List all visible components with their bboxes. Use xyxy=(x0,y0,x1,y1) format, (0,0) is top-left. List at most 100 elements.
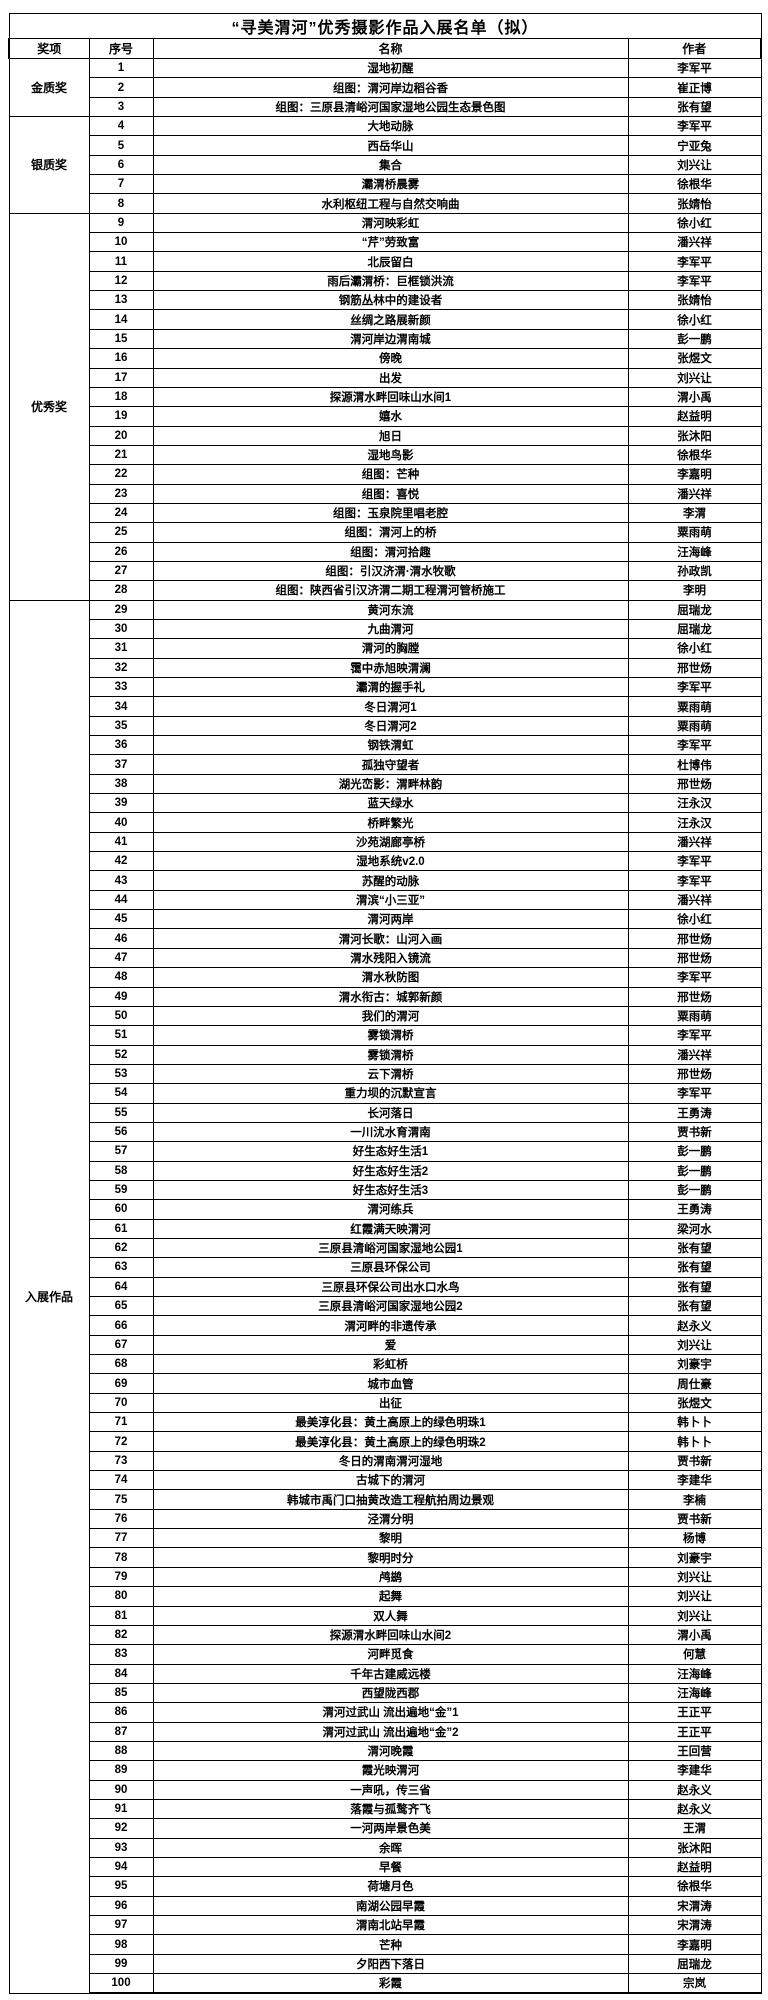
author-name: 李军平 xyxy=(627,116,762,137)
author-name: 孙政凯 xyxy=(627,560,762,582)
table-row: 66 渭河畔的非遗传承 赵永义 xyxy=(9,1315,762,1336)
table-row: 67 爱刘兴让 xyxy=(9,1334,762,1356)
work-title: 韩城市禹门口抽黄改造工程航拍周边景观 xyxy=(152,1489,629,1510)
row-number: 40 xyxy=(88,812,154,833)
work-title: 爱 xyxy=(152,1334,629,1356)
author-name: 王渭 xyxy=(627,1818,762,1839)
table-row: 54 重力坝的沉默宣言 李军平 xyxy=(9,1083,762,1104)
table-row: 31 渭河的胸膛 徐小红 xyxy=(9,638,762,659)
row-number: 50 xyxy=(88,1005,154,1027)
author-name: 粟雨萌 xyxy=(627,522,762,543)
author-name: 渭小禹 xyxy=(627,386,762,408)
award-cell: 金质奖 xyxy=(8,57,90,118)
author-name: 张婧怡 xyxy=(627,193,762,214)
table-row: 入展作品 29 黄河东流 屈瑞龙 xyxy=(8,599,762,1994)
row-number: 31 xyxy=(88,638,154,659)
row-number: 27 xyxy=(88,560,154,582)
table-row: 38 湖光峦影：渭畔林韵 邢世炀 xyxy=(9,773,762,795)
table-row: 63 三原县环保公司 张有望 xyxy=(9,1257,762,1278)
row-number: 28 xyxy=(88,580,154,601)
row-number: 76 xyxy=(88,1508,154,1530)
work-title: 渭河岸边渭南城 xyxy=(152,328,629,350)
work-title: 组图：渭河岸边稻谷香 xyxy=(152,77,629,98)
row-number: 63 xyxy=(88,1257,154,1278)
author-name: 李军平 xyxy=(627,270,762,292)
row-number: 48 xyxy=(88,967,154,988)
column-header-row: 奖项 序号 名称 作者 xyxy=(8,38,763,59)
table-row: 68 彩虹桥 刘豪宇 xyxy=(9,1354,762,1375)
row-number: 67 xyxy=(88,1334,154,1356)
author-name: 邢世炀 xyxy=(627,1063,762,1085)
author-name: 彭一鹏 xyxy=(627,1179,762,1201)
author-name: 杨博 xyxy=(627,1528,762,1549)
work-title: 三原县环保公司出水口水鸟 xyxy=(152,1276,629,1298)
column-header: 名称 xyxy=(152,38,629,59)
row-number: 59 xyxy=(88,1179,154,1201)
work-title: 一声吼，传三省 xyxy=(152,1779,629,1800)
author-name: 潘兴祥 xyxy=(627,1044,762,1065)
row-number: 52 xyxy=(88,1044,154,1065)
table-row: 30 九曲渭河 屈瑞龙 xyxy=(9,618,762,640)
work-title: 渭河映彩虹 xyxy=(152,212,629,234)
table-row: 85 西望陇西郡 汪海峰 xyxy=(9,1682,762,1704)
author-name: 刘兴让 xyxy=(627,1605,762,1626)
work-title: 雨后灞渭桥：巨框锁洪流 xyxy=(152,270,629,292)
author-name: 邢世炀 xyxy=(627,928,762,949)
row-number: 32 xyxy=(88,657,154,679)
table-row: 50 我们的渭河 粟雨萌 xyxy=(9,1005,762,1027)
author-name: 赵永义 xyxy=(627,1779,762,1800)
author-name: 张煜文 xyxy=(627,348,762,369)
table-row: 43 苏醒的动脉 李军平 xyxy=(9,870,762,891)
table-row: 76 泾渭分明 贾书新 xyxy=(9,1508,762,1530)
author-name: 彭一鹏 xyxy=(627,1160,762,1181)
author-name: 潘兴祥 xyxy=(627,831,762,853)
row-number: 6 xyxy=(88,154,154,176)
author-name: 邢世炀 xyxy=(627,947,762,969)
table-row: 72 最美淳化县：黄土高原上的绿色明珠2 韩卜卜 xyxy=(9,1431,762,1452)
author-name: 贾书新 xyxy=(627,1121,762,1143)
table-row: 34 冬日渭河1 粟雨萌 xyxy=(9,696,762,717)
work-title: 落霞与孤鹜齐飞 xyxy=(152,1798,629,1820)
table-row: 70 出征 张煜文 xyxy=(9,1392,762,1414)
work-title: 组图：喜悦 xyxy=(152,483,629,504)
work-title: 好生态好生活3 xyxy=(152,1179,629,1201)
author-name: 宋渭涛 xyxy=(627,1895,762,1917)
author-name: 李嘉明 xyxy=(627,464,762,485)
table-row: 37 孤独守望者 杜博伟 xyxy=(9,754,762,775)
work-title: 好生态好生活1 xyxy=(152,1141,629,1162)
table-row: 95 荷塘月色 徐根华 xyxy=(9,1876,762,1897)
author-name: 梁河水 xyxy=(627,1218,762,1239)
table-row: 91 落霞与孤鹜齐飞 赵永义 xyxy=(9,1798,762,1820)
row-number: 46 xyxy=(88,928,154,949)
row-number: 12 xyxy=(88,270,154,292)
work-title: 渭水残阳入镜流 xyxy=(152,947,629,969)
author-name: 李军平 xyxy=(627,1025,762,1046)
work-title: 西望陇西郡 xyxy=(152,1682,629,1704)
table-row: 2 组图：渭河岸边稻谷香 崔正博 xyxy=(9,77,762,98)
author-name: 赵永义 xyxy=(627,1798,762,1820)
table-row: 69 城市血管 周仕豪 xyxy=(9,1373,762,1394)
work-title: 苏醒的动脉 xyxy=(152,870,629,891)
row-number: 19 xyxy=(88,406,154,427)
table-row: 99 夕阳西下落日 屈瑞龙 xyxy=(9,1953,762,1975)
table-row: 24 组图：玉泉院里唱老腔 李渭 xyxy=(9,502,762,524)
author-name: 张有望 xyxy=(627,1276,762,1298)
author-name: 赵益明 xyxy=(627,406,762,427)
author-name: 韩卜卜 xyxy=(627,1431,762,1452)
work-title: 泾渭分明 xyxy=(152,1508,629,1530)
row-number: 41 xyxy=(88,831,154,853)
author-name: 潘兴祥 xyxy=(627,483,762,504)
table-row: 20 旭日 张沐阳 xyxy=(9,425,762,446)
table-row: 88 渭河晚霞 王回营 xyxy=(9,1740,762,1762)
work-title: 渭河两岸 xyxy=(152,909,629,930)
table-row: 82 探源渭水畔回味山水间2 渭小禹 xyxy=(9,1624,762,1646)
row-number: 20 xyxy=(88,425,154,446)
row-number: 86 xyxy=(88,1702,154,1723)
work-title: 湿地系统v2.0 xyxy=(152,851,629,872)
table-row: 6 集合 刘兴让 xyxy=(9,154,762,176)
author-name: 彭一鹏 xyxy=(627,1141,762,1162)
author-name: 汪海峰 xyxy=(627,1663,762,1684)
table-row: 47 渭水残阳入镜流 邢世炀 xyxy=(9,947,762,969)
author-name: 汪永汉 xyxy=(627,812,762,833)
work-title: 鸬鹚 xyxy=(152,1566,629,1588)
